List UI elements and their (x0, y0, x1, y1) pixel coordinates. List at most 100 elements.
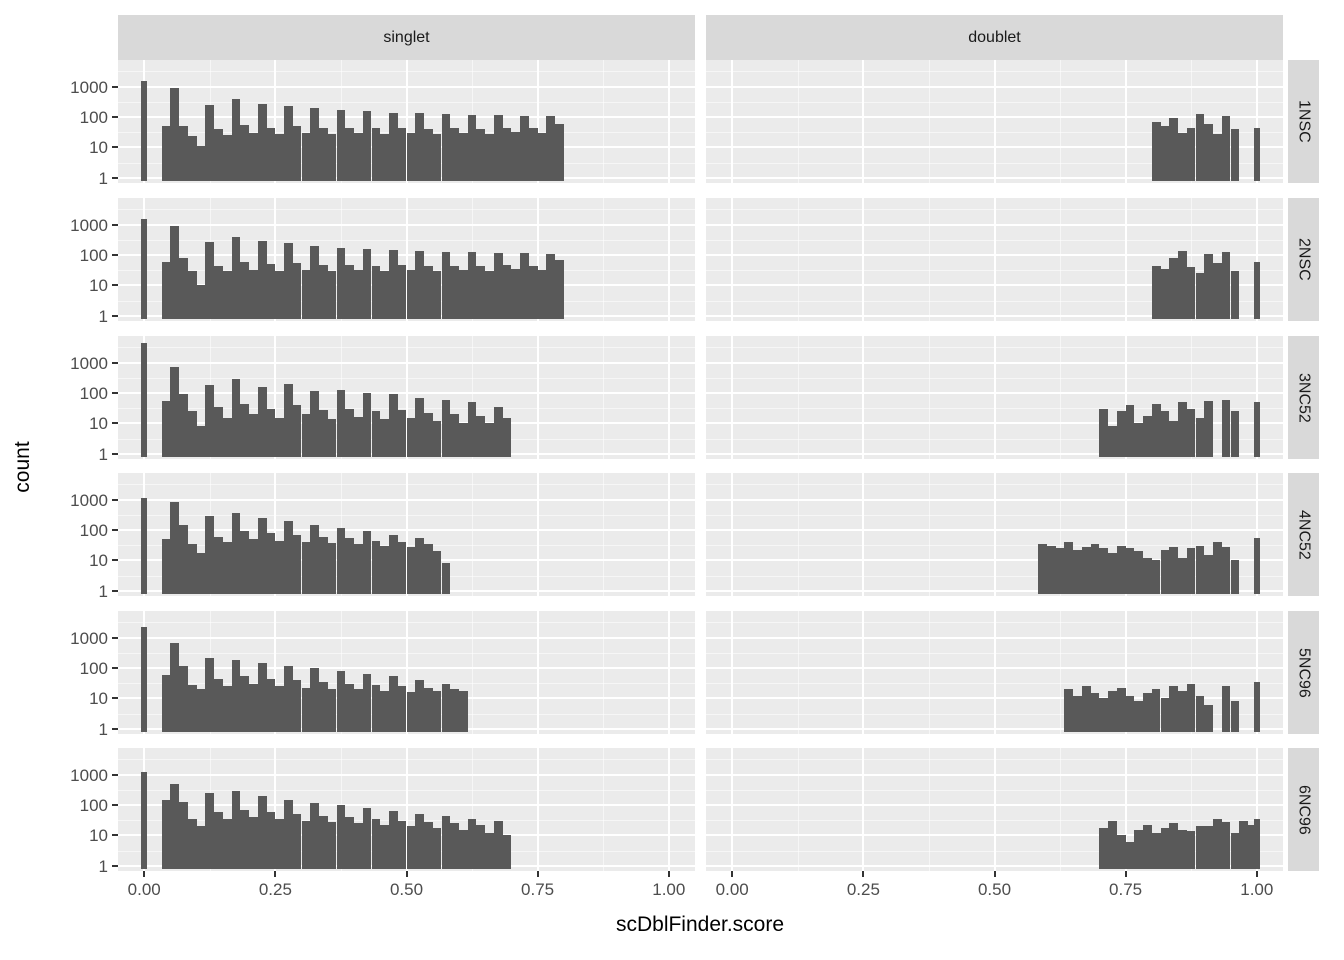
histogram-bar (257, 795, 267, 869)
histogram-bar (196, 285, 206, 319)
facet-col-label: doublet (968, 28, 1021, 46)
x-tick-mark (731, 871, 734, 877)
histogram-bar (432, 421, 442, 457)
grid-minor-v (1191, 198, 1193, 321)
grid-minor-v (1191, 60, 1193, 183)
histogram-bar (1151, 833, 1161, 869)
histogram-bar (205, 104, 215, 181)
grid-minor-v (603, 611, 605, 734)
histogram-bar (432, 690, 442, 732)
histogram-bar (406, 270, 416, 319)
histogram-bar (1213, 818, 1222, 869)
grid-major-v (1124, 198, 1127, 321)
histogram-bar (1239, 820, 1248, 869)
y-tick-mark (112, 834, 118, 837)
grid-major-v (993, 748, 996, 871)
grid-minor-v (603, 473, 605, 596)
histogram-bar (502, 264, 512, 319)
histogram-bar (1151, 560, 1161, 594)
y-tick-mark (112, 498, 118, 501)
histogram-bar (1090, 693, 1100, 732)
histogram-bar (432, 827, 442, 869)
grid-major-v (731, 198, 734, 321)
histogram-bar (1116, 545, 1126, 594)
histogram-bar (415, 680, 424, 732)
histogram-bar (389, 534, 398, 594)
y-tick-label: 1 (98, 856, 108, 876)
x-tick-mark (1255, 871, 1258, 877)
histogram-bar (406, 692, 416, 732)
histogram-bar (354, 270, 363, 319)
histogram-bar (432, 270, 442, 319)
histogram-bar (301, 542, 311, 594)
histogram-bar (1169, 117, 1178, 181)
histogram-bar (1230, 701, 1240, 732)
histogram-bar (397, 127, 407, 181)
grid-minor-v (603, 336, 605, 459)
histogram-bar (249, 817, 258, 869)
histogram-bar (161, 400, 171, 457)
y-tick-mark (112, 314, 118, 317)
histogram-bar (1204, 705, 1213, 732)
histogram-bar (1151, 265, 1161, 319)
histogram-bar (1116, 835, 1126, 869)
histogram-bar (222, 134, 232, 181)
histogram-bar (1186, 267, 1196, 319)
histogram-bar (485, 423, 494, 457)
histogram-bar (214, 406, 223, 457)
histogram-bar (441, 815, 451, 869)
histogram-bar (222, 418, 232, 457)
histogram-bar (389, 112, 398, 181)
grid-major-v (536, 60, 539, 183)
facet-row-label: 6NC96 (1295, 784, 1313, 835)
grid-major-v (1255, 611, 1258, 734)
grid-major-v (405, 198, 408, 321)
histogram-bar (546, 253, 556, 319)
grid-minor-v (797, 60, 799, 183)
grid-major-v (993, 336, 996, 459)
histogram-end-spike (1254, 402, 1260, 457)
histogram-bar (161, 799, 171, 869)
grid-major-v (731, 611, 734, 734)
histogram-bar (1134, 830, 1144, 869)
histogram-bar (1073, 696, 1082, 732)
histogram-bar (424, 543, 433, 594)
histogram-bar (1230, 270, 1240, 319)
histogram-bar (266, 264, 276, 319)
histogram-bar (310, 667, 319, 732)
grid-major-v (405, 611, 408, 734)
histogram-bar (1055, 548, 1065, 594)
histogram-bar (406, 132, 416, 181)
histogram-bar (493, 115, 503, 181)
grid-major-v (1255, 473, 1258, 596)
histogram-bar (1178, 402, 1187, 457)
y-tick-label: 100 (79, 520, 108, 540)
grid-minor-v (472, 611, 474, 734)
facet-col-strip-doublet: doublet (706, 15, 1283, 60)
y-tick-label: 10 (89, 414, 108, 434)
histogram-bar (170, 225, 180, 319)
histogram-bar (301, 820, 311, 869)
histogram-bar (397, 542, 407, 594)
y-tick-label: 1000 (70, 77, 108, 97)
grid-major-v (405, 60, 408, 183)
histogram-bar (354, 132, 363, 181)
y-tick-label: 10 (89, 689, 108, 709)
y-tick-label: 10 (89, 138, 108, 158)
histogram-bar (310, 390, 319, 457)
x-tick-label: 1.00 (652, 880, 686, 899)
histogram-bar (1108, 426, 1117, 457)
histogram-bar (1143, 693, 1152, 732)
y-tick-mark (112, 727, 118, 730)
histogram-zero-spike (141, 772, 148, 869)
histogram-end-spike (1254, 681, 1260, 732)
histogram-bar (310, 524, 319, 594)
histogram-bar (441, 563, 451, 594)
histogram-bar (1160, 550, 1170, 594)
histogram-bar (275, 418, 284, 457)
histogram-bar (441, 683, 451, 732)
histogram-bar (1221, 546, 1231, 594)
histogram-bar (1213, 542, 1222, 594)
histogram-bar (249, 539, 258, 594)
histogram-bar (187, 543, 197, 594)
